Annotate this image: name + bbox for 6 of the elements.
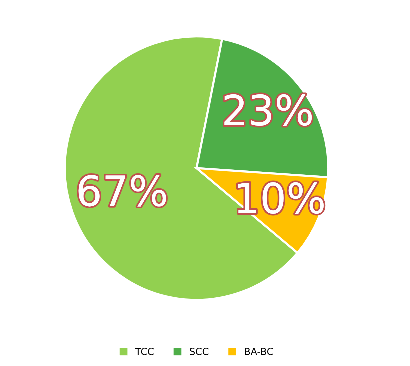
data-label: 23% [224,94,312,126]
data-label: 67% [78,175,166,207]
legend-label: TCC [135,348,154,356]
legend-label: SCC [190,348,209,356]
legend-label: BA-BC [245,348,274,356]
data-label: 10% [238,182,324,214]
